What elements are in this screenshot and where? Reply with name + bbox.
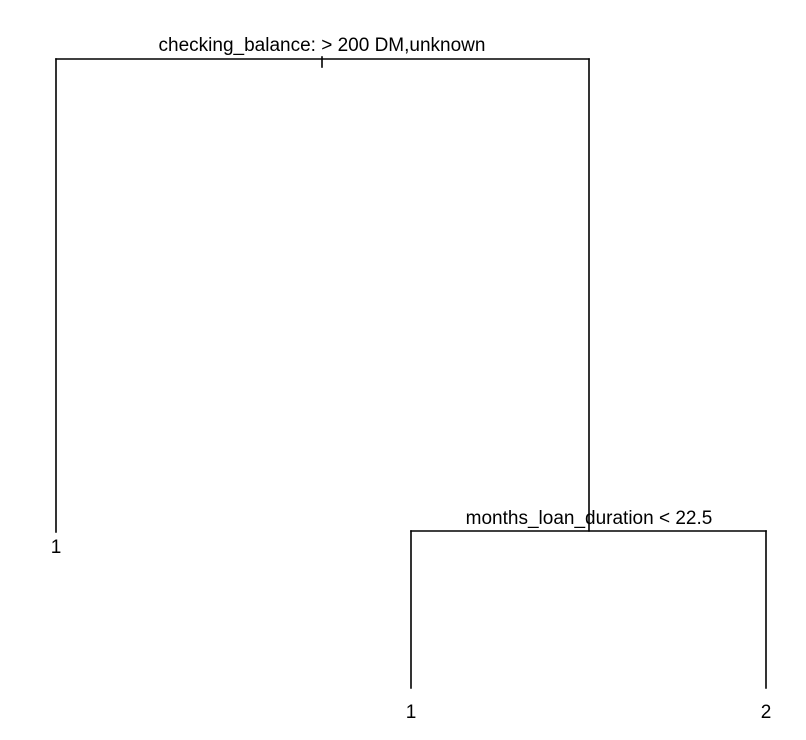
leaf-label-right: 2 [761, 702, 772, 723]
root-split-label: checking_balance: > 200 DM,unknown [159, 35, 486, 56]
right-split-label: months_loan_duration < 22.5 [466, 508, 713, 529]
leaf-label-middle: 1 [406, 702, 417, 723]
root-node: checking_balance: > 200 DM,unknown [55, 35, 590, 533]
right-node: months_loan_duration < 22.5 [410, 508, 767, 689]
leaf-label-left: 1 [51, 537, 62, 558]
